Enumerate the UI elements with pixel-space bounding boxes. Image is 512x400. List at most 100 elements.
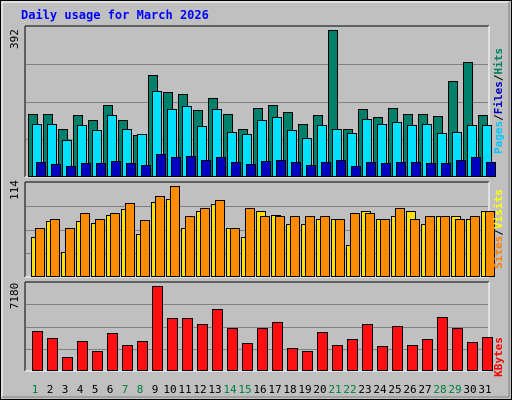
bar-sites-29 xyxy=(455,219,465,277)
bar-kbytes-31 xyxy=(482,337,493,371)
bar-kbytes-24 xyxy=(377,346,388,371)
x-tick-label-25: 25 xyxy=(388,383,401,396)
bar-sites-31 xyxy=(485,211,495,277)
x-tick-label-29: 29 xyxy=(448,383,461,396)
bar-files-20 xyxy=(321,162,331,177)
bar-files-11 xyxy=(186,156,196,177)
x-tick-label-4: 4 xyxy=(77,383,84,396)
bar-files-21 xyxy=(336,160,346,177)
x-tick-label-26: 26 xyxy=(403,383,416,396)
bar-kbytes-10 xyxy=(167,318,178,371)
x-tick-label-30: 30 xyxy=(463,383,476,396)
axis-max-label-sites: 114 xyxy=(8,180,21,200)
bar-kbytes-5 xyxy=(92,351,103,371)
x-tick-label-1: 1 xyxy=(32,383,39,396)
bar-files-27 xyxy=(426,163,436,177)
bar-files-1 xyxy=(36,162,46,177)
bar-files-5 xyxy=(96,163,106,177)
bar-sites-9 xyxy=(155,196,165,277)
x-tick-label-22: 22 xyxy=(343,383,356,396)
bar-kbytes-21 xyxy=(332,345,343,371)
x-tick-label-10: 10 xyxy=(163,383,176,396)
bar-kbytes-23 xyxy=(362,324,373,371)
bar-sites-17 xyxy=(275,216,285,277)
x-tick-label-23: 23 xyxy=(358,383,371,396)
bar-kbytes-14 xyxy=(227,328,238,371)
bar-kbytes-16 xyxy=(257,328,268,371)
x-tick-label-11: 11 xyxy=(178,383,191,396)
bar-files-28 xyxy=(441,163,451,177)
bar-sites-2 xyxy=(50,219,60,277)
x-tick-label-9: 9 xyxy=(152,383,159,396)
bar-sites-30 xyxy=(470,216,480,277)
x-tick-label-21: 21 xyxy=(328,383,341,396)
bar-sites-21 xyxy=(335,219,345,277)
bar-kbytes-11 xyxy=(182,318,193,371)
series-files xyxy=(36,154,496,177)
legend-kbytes: KBytes xyxy=(492,337,505,377)
legend-separator: / xyxy=(492,74,505,81)
bar-kbytes-13 xyxy=(212,309,223,371)
bar-files-4 xyxy=(81,163,91,177)
bar-files-2 xyxy=(51,164,61,177)
legend-item-hits: Hits xyxy=(492,48,505,75)
bar-kbytes-25 xyxy=(392,326,403,371)
bar-kbytes-26 xyxy=(407,345,418,371)
legend-hits-pages-files: Pages/Files/Hits xyxy=(492,48,505,154)
bar-sites-20 xyxy=(320,216,330,277)
bar-kbytes-29 xyxy=(452,328,463,371)
axis-max-label-kbytes: 7180 xyxy=(8,283,21,310)
bar-kbytes-12 xyxy=(197,324,208,371)
bar-kbytes-27 xyxy=(422,339,433,371)
bar-sites-27 xyxy=(425,216,435,277)
bar-files-22 xyxy=(351,166,361,177)
series-kbytes xyxy=(32,286,493,371)
panel-hits-pages-files xyxy=(24,25,496,178)
x-tick-label-20: 20 xyxy=(313,383,326,396)
legend-separator: / xyxy=(492,114,505,121)
bar-files-7 xyxy=(126,163,136,177)
bar-sites-14 xyxy=(230,228,240,277)
bar-kbytes-8 xyxy=(137,341,148,371)
bar-sites-13 xyxy=(215,200,225,277)
x-tick-label-27: 27 xyxy=(418,383,431,396)
axis-max-label-hits: 392 xyxy=(8,29,21,49)
x-tick-label-2: 2 xyxy=(47,383,54,396)
bar-sites-1 xyxy=(35,228,45,277)
bar-files-14 xyxy=(231,162,241,177)
bar-sites-10 xyxy=(170,186,180,277)
x-tick-label-7: 7 xyxy=(122,383,129,396)
bar-files-30 xyxy=(471,157,481,177)
chart-title: Daily usage for March 2026 xyxy=(21,8,209,22)
bar-files-12 xyxy=(201,160,211,177)
bar-kbytes-7 xyxy=(122,345,133,371)
bar-sites-8 xyxy=(140,220,150,277)
bar-files-9 xyxy=(156,154,166,177)
bar-files-10 xyxy=(171,157,181,177)
bar-sites-28 xyxy=(440,216,450,277)
bar-sites-26 xyxy=(410,219,420,277)
bar-sites-16 xyxy=(260,216,270,277)
legend-separator: / xyxy=(492,229,505,236)
bar-sites-3 xyxy=(65,228,75,277)
bar-files-18 xyxy=(291,162,301,177)
bar-sites-23 xyxy=(365,213,375,277)
legend-item-files: Files xyxy=(492,81,505,114)
x-tick-label-17: 17 xyxy=(268,383,281,396)
bar-kbytes-4 xyxy=(77,341,88,371)
bar-sites-5 xyxy=(95,219,105,277)
legend-item-sites: Sites xyxy=(492,236,505,269)
bar-files-16 xyxy=(261,161,271,177)
x-tick-label-16: 16 xyxy=(253,383,266,396)
bar-sites-12 xyxy=(200,208,210,277)
bar-sites-11 xyxy=(185,216,195,277)
bar-kbytes-28 xyxy=(437,317,448,371)
bar-kbytes-30 xyxy=(467,342,478,371)
x-tick-label-19: 19 xyxy=(298,383,311,396)
x-tick-label-14: 14 xyxy=(223,383,237,396)
bar-files-15 xyxy=(246,164,256,177)
bar-sites-24 xyxy=(380,219,390,277)
series-pages xyxy=(32,91,492,177)
